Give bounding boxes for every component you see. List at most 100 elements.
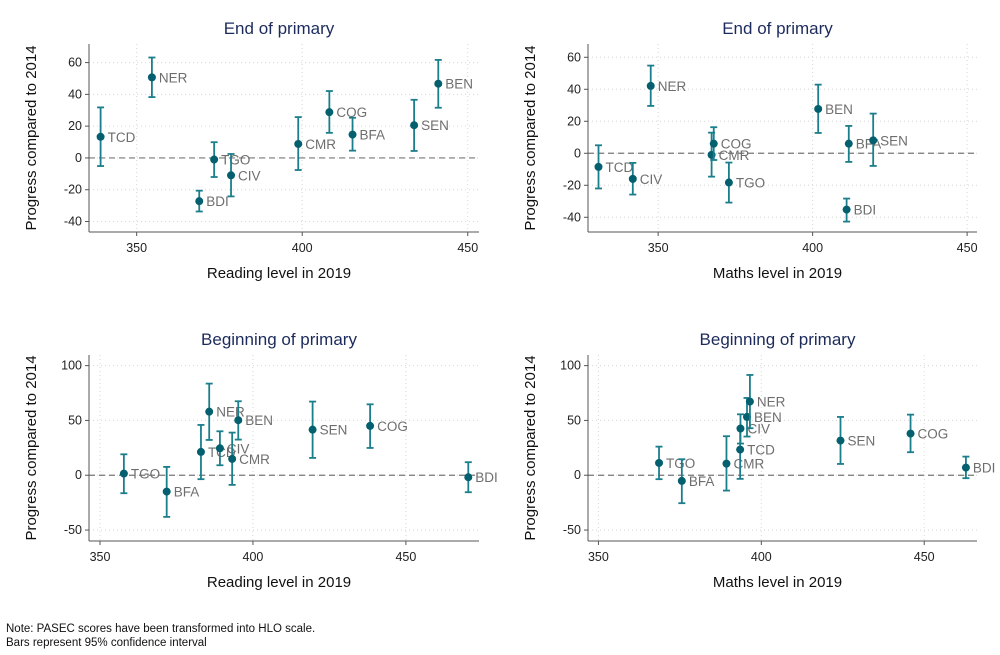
point-label: BDI xyxy=(854,203,877,218)
marker xyxy=(234,416,243,425)
data-point-civ: CIV xyxy=(628,161,662,196)
marker xyxy=(294,139,303,148)
marker xyxy=(325,108,334,117)
marker xyxy=(736,424,745,433)
marker xyxy=(628,174,637,183)
marker xyxy=(196,447,205,456)
y-tick-label: 20 xyxy=(68,119,82,133)
data-point-civ: CIV xyxy=(736,413,770,445)
point-label: BFA xyxy=(174,485,200,500)
point-label: NER xyxy=(658,79,687,94)
x-tick-label: 450 xyxy=(457,241,478,255)
point-label: NER xyxy=(159,70,188,85)
y-tick-label: 100 xyxy=(61,359,82,373)
point-label: TCD xyxy=(747,443,775,458)
marker xyxy=(745,397,754,406)
x-tick-label: 450 xyxy=(395,550,416,564)
panel-title: End of primary xyxy=(224,19,335,38)
data-point-tcd: TCD xyxy=(96,106,136,167)
data-point-bfa: BFA xyxy=(677,458,714,505)
y-tick-label: 50 xyxy=(567,413,581,427)
marker xyxy=(842,205,851,214)
point-label: SEN xyxy=(880,133,908,148)
data-point-ner: NER xyxy=(147,56,188,98)
marker xyxy=(205,407,214,416)
data-point-ben: BEN xyxy=(434,58,473,109)
point-label: TCD xyxy=(606,160,634,175)
data-point-sen: SEN xyxy=(836,416,875,465)
y-tick-label: -20 xyxy=(563,178,581,192)
marker xyxy=(906,429,915,438)
y-axis-label: Progress compared to 2014 xyxy=(522,45,539,230)
point-label: CIV xyxy=(238,168,261,183)
marker xyxy=(869,136,878,145)
y-tick-label: 40 xyxy=(68,87,82,101)
data-point-cog: COG xyxy=(906,413,948,454)
point-label: TGO xyxy=(131,467,160,482)
y-axis-label: Progress compared to 2014 xyxy=(522,355,539,540)
point-label: CMR xyxy=(305,137,336,152)
data-point-tgo: TGO xyxy=(655,445,695,481)
marker xyxy=(410,121,419,130)
marker xyxy=(96,132,105,141)
point-label: TCD xyxy=(208,445,236,460)
x-tick-label: 400 xyxy=(243,550,264,564)
marker xyxy=(594,162,603,171)
marker xyxy=(814,104,823,113)
y-tick-label: 100 xyxy=(560,359,581,373)
point-label: COG xyxy=(377,419,408,434)
point-label: SEN xyxy=(847,434,875,449)
data-point-ner: NER xyxy=(646,64,687,107)
marker xyxy=(215,444,224,453)
data-point-cog: COG xyxy=(325,90,367,134)
point-label: TGO xyxy=(221,153,250,168)
x-tick-label: 400 xyxy=(292,241,313,255)
data-point-cmr: CMR xyxy=(707,131,750,178)
point-label: SEN xyxy=(421,118,449,133)
data-point-tgo: TGO xyxy=(724,161,765,204)
marker xyxy=(844,139,853,148)
marker xyxy=(308,425,317,434)
point-label: BEN xyxy=(754,410,782,425)
point-label: CMR xyxy=(239,452,270,467)
y-tick-label: 0 xyxy=(574,146,581,160)
point-label: TGO xyxy=(666,456,695,471)
y-tick-label: 60 xyxy=(567,50,581,64)
point-label: TGO xyxy=(736,176,765,191)
marker xyxy=(464,473,473,482)
point-label: CMR xyxy=(733,457,764,472)
marker xyxy=(722,459,731,468)
point-label: BEN xyxy=(445,77,473,92)
marker xyxy=(348,130,357,139)
data-point-civ: CIV xyxy=(227,153,261,198)
x-tick-label: 350 xyxy=(126,241,147,255)
marker xyxy=(210,155,219,164)
panel-title: End of primary xyxy=(722,19,833,38)
x-tick-label: 350 xyxy=(588,550,609,564)
point-label: COG xyxy=(721,137,752,152)
data-point-cmr: CMR xyxy=(294,116,336,171)
panel-title: Beginning of primary xyxy=(201,330,357,349)
x-axis-label: Maths level in 2019 xyxy=(713,265,842,282)
data-point-ben: BEN xyxy=(814,83,853,134)
data-point-cog: COG xyxy=(709,126,752,161)
point-label: BDI xyxy=(206,194,229,209)
marker xyxy=(677,476,686,485)
marker xyxy=(709,139,718,148)
x-tick-label: 450 xyxy=(914,550,935,564)
x-axis-label: Reading level in 2019 xyxy=(207,574,351,591)
data-point-sen: SEN xyxy=(410,98,449,152)
y-tick-label: -40 xyxy=(64,215,82,229)
y-tick-label: -40 xyxy=(563,210,581,224)
note-line-2: Bars represent 95% confidence interval xyxy=(6,637,207,649)
marker xyxy=(119,469,128,478)
marker xyxy=(646,81,655,90)
point-label: SEN xyxy=(320,423,348,438)
y-tick-label: 40 xyxy=(567,82,581,96)
panel-2: -40 -20 0 20 40 60 350 400 450 End of primary Math… xyxy=(522,19,978,282)
marker xyxy=(736,445,745,454)
data-point-bdi: BDI xyxy=(961,455,995,480)
marker xyxy=(366,421,375,430)
point-label: NER xyxy=(757,395,786,410)
